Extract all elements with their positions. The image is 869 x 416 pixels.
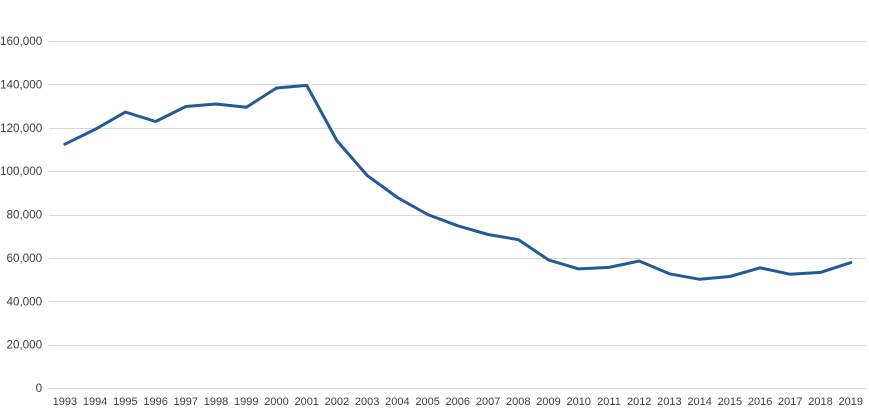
svg-text:2018: 2018 [808,396,832,408]
svg-text:100,000: 100,000 [0,165,43,178]
svg-text:2015: 2015 [718,396,742,408]
svg-text:2009: 2009 [536,396,560,408]
svg-text:2013: 2013 [657,396,681,408]
svg-text:80,000: 80,000 [6,209,42,222]
svg-text:2012: 2012 [627,396,651,408]
svg-text:1999: 1999 [234,396,258,408]
svg-text:20,000: 20,000 [6,339,42,352]
svg-text:0: 0 [36,382,43,395]
svg-text:60,000: 60,000 [6,252,42,265]
svg-text:2004: 2004 [385,396,409,408]
svg-text:2017: 2017 [778,396,802,408]
svg-text:140,000: 140,000 [0,79,43,92]
svg-text:2008: 2008 [506,396,530,408]
svg-text:2014: 2014 [687,396,711,408]
svg-text:2002: 2002 [325,396,349,408]
svg-text:2006: 2006 [446,396,470,408]
svg-text:2007: 2007 [476,396,500,408]
svg-text:2010: 2010 [566,396,590,408]
svg-text:2003: 2003 [355,396,379,408]
svg-text:1994: 1994 [83,396,107,408]
svg-text:2011: 2011 [597,396,621,408]
svg-text:1996: 1996 [143,396,167,408]
svg-text:1993: 1993 [53,396,77,408]
svg-text:160,000: 160,000 [0,35,43,48]
svg-text:2000: 2000 [264,396,288,408]
svg-text:1998: 1998 [204,396,228,408]
svg-text:40,000: 40,000 [6,295,42,308]
svg-text:2016: 2016 [748,396,772,408]
svg-text:120,000: 120,000 [0,122,43,135]
svg-text:1995: 1995 [113,396,137,408]
svg-text:2001: 2001 [294,396,318,408]
svg-text:2019: 2019 [839,396,863,408]
svg-text:1997: 1997 [174,396,198,408]
svg-text:2005: 2005 [415,396,439,408]
